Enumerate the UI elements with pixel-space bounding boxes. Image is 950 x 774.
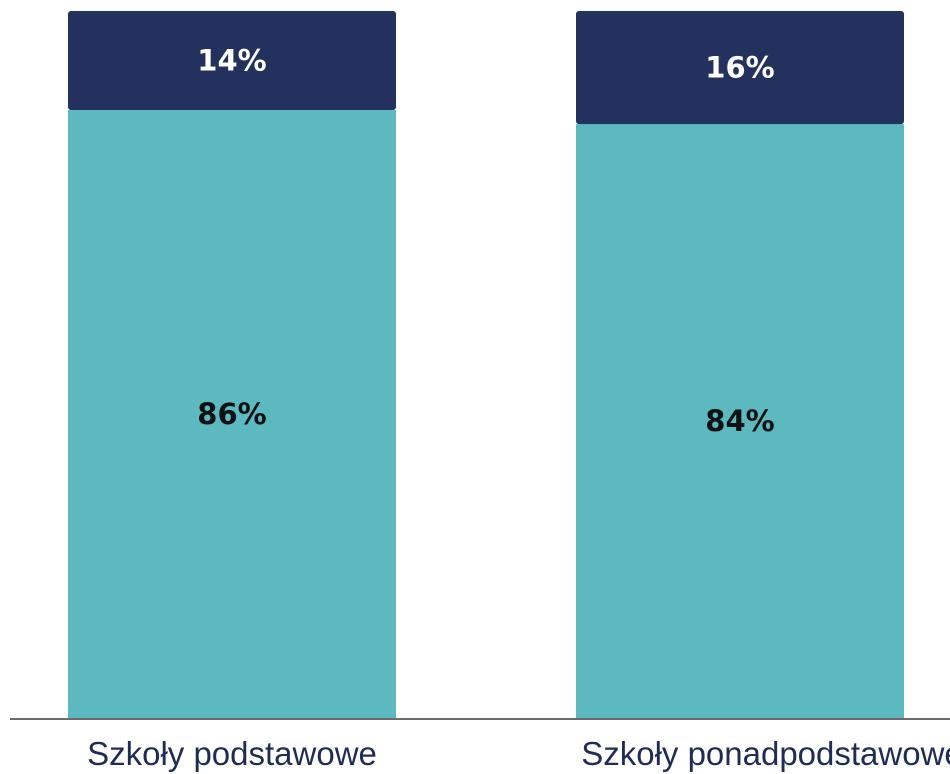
bar-segment-1-2 (68, 11, 396, 110)
category-label-2: Szkoły ponadpodstawowe (581, 735, 950, 772)
data-label-2-2: 16% (705, 51, 774, 85)
bar-segment-2-1 (576, 124, 904, 719)
category-label-1: Szkoły podstawowe (87, 735, 377, 772)
bar-segment-2-2 (576, 11, 904, 125)
data-label-1-2: 14% (197, 43, 266, 77)
data-label-1-1: 86% (197, 397, 266, 431)
category-labels: Szkoły podstawowe Szkoły ponadpodstawowe (87, 735, 950, 772)
bars-group: 86% 14% 84% 16% (68, 11, 904, 719)
bar-segment-1-1 (68, 109, 396, 719)
data-label-2-1: 84% (705, 404, 774, 438)
